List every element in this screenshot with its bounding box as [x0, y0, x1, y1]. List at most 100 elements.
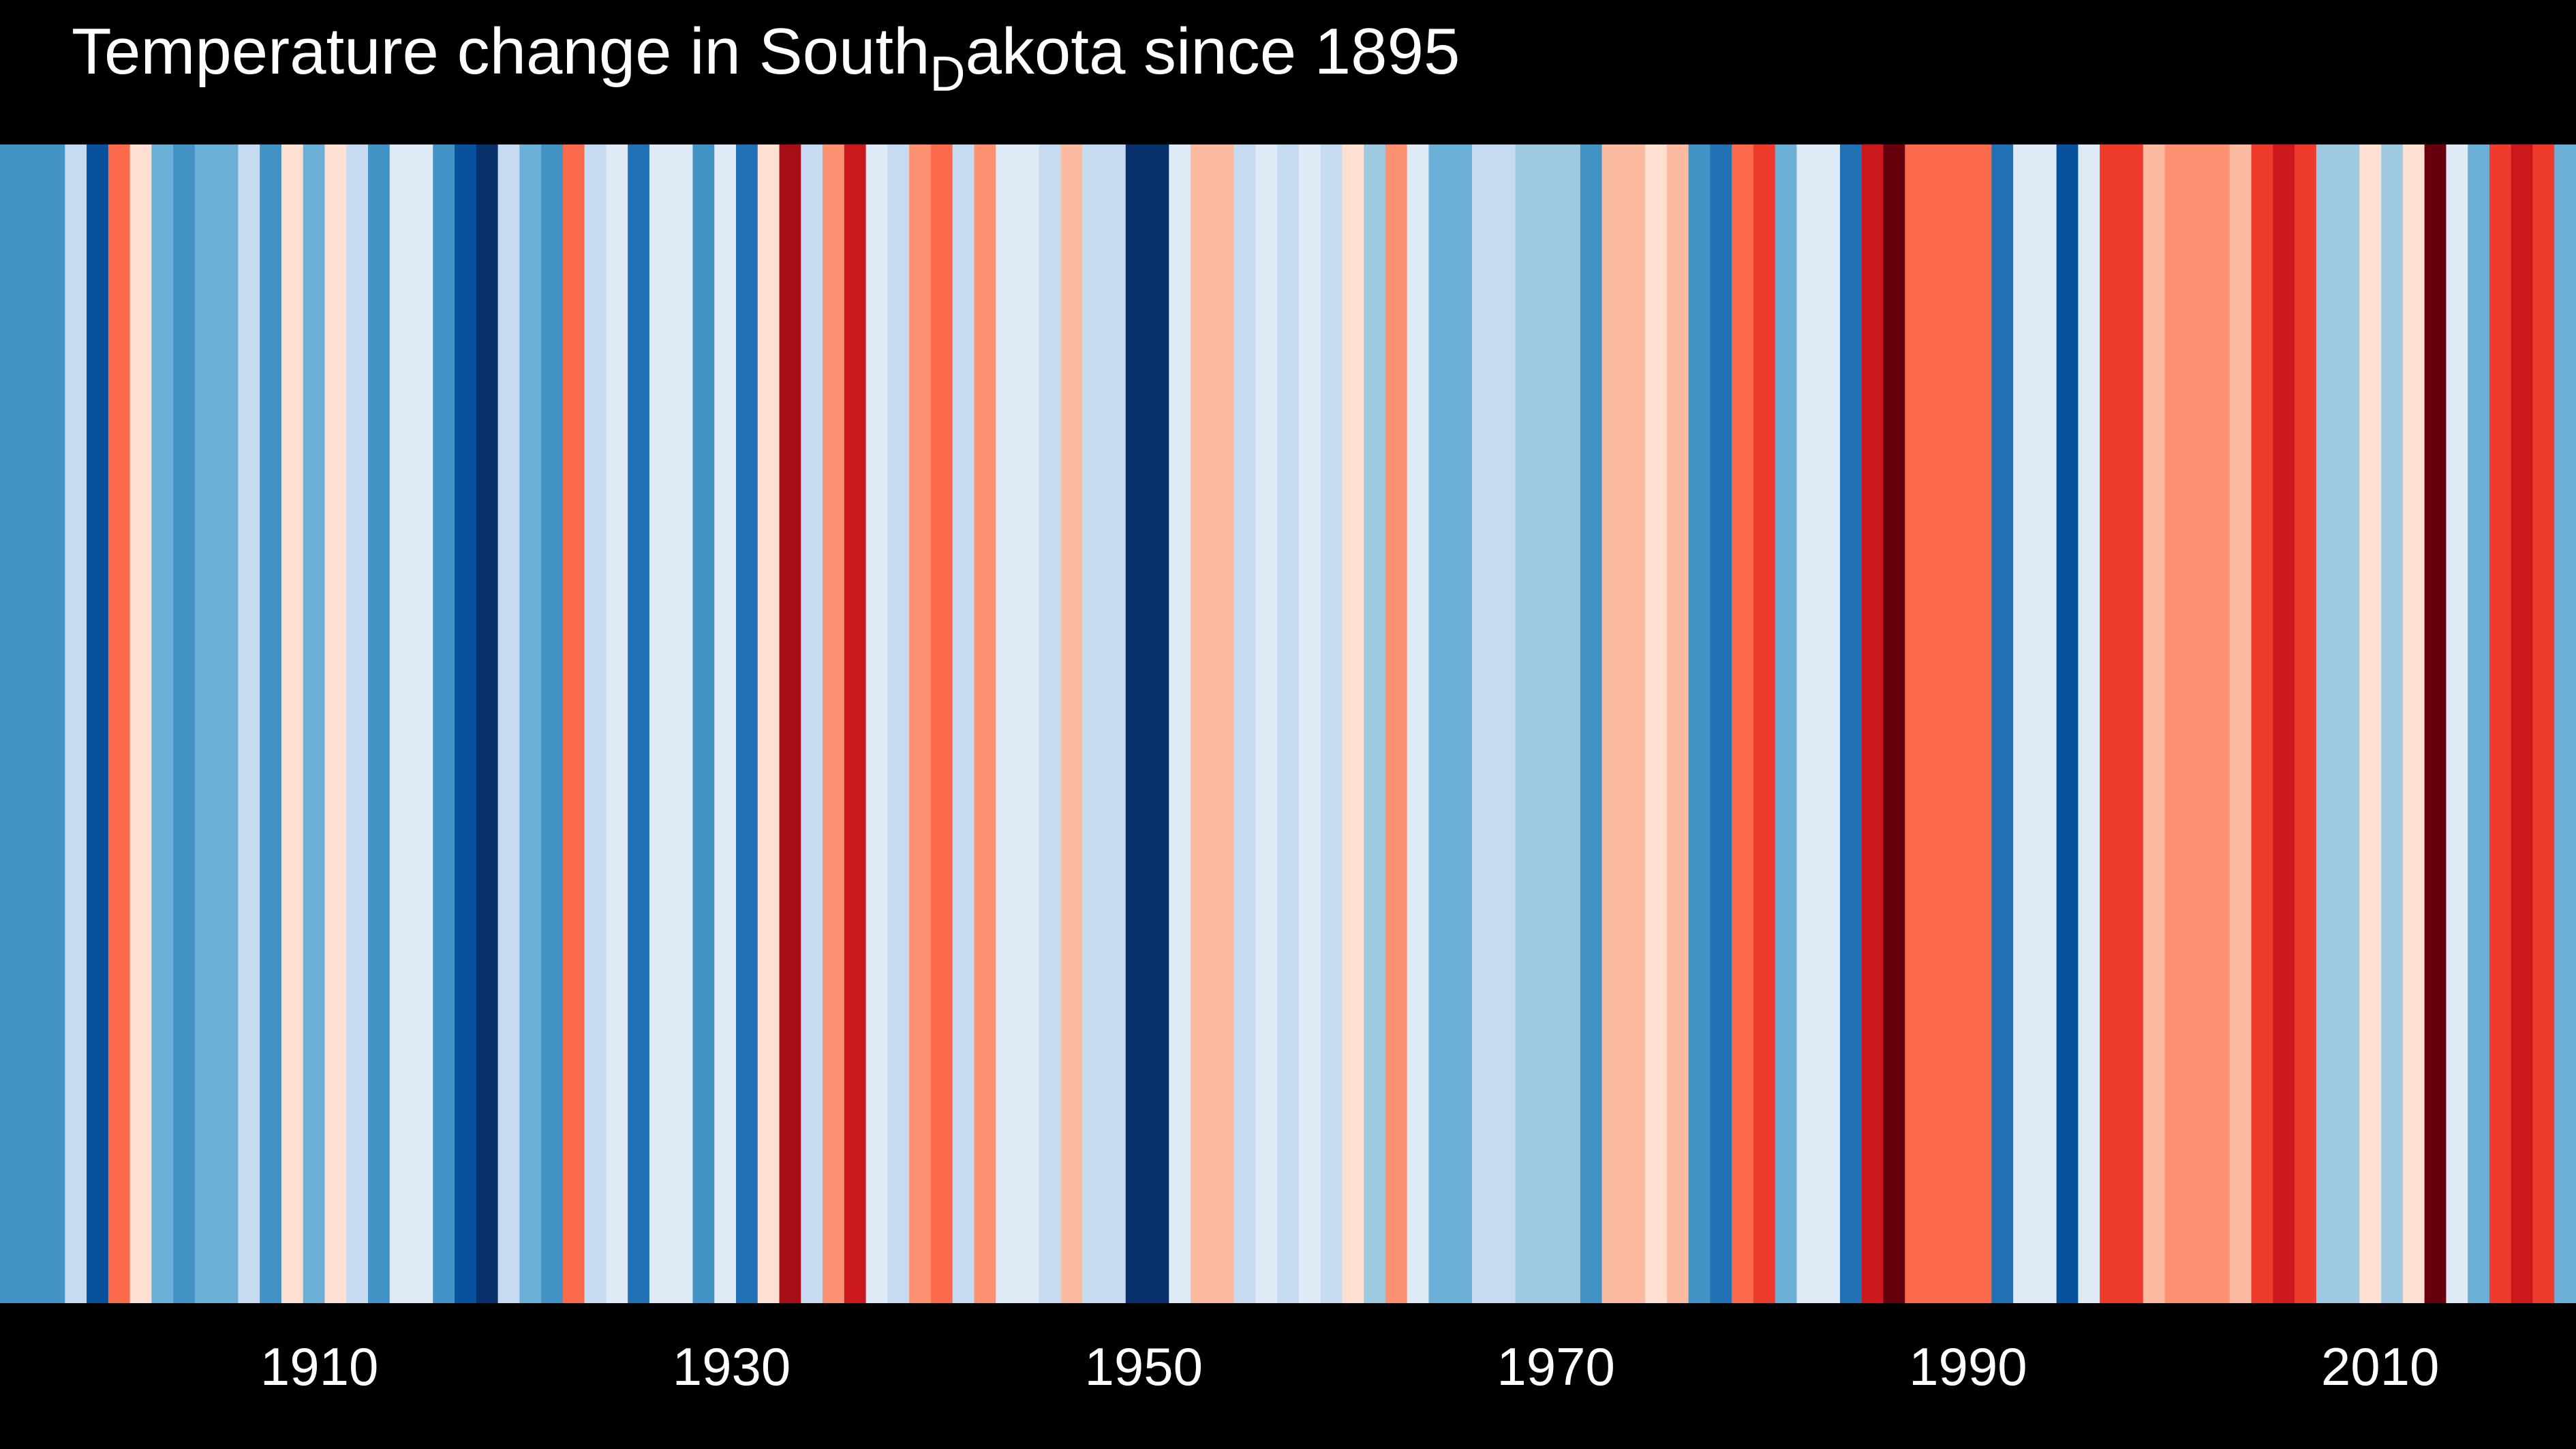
stripe-1895	[0, 144, 22, 1303]
stripe-1984	[1927, 144, 1949, 1303]
stripe-1972	[1666, 144, 1689, 1303]
stripe-1990	[2056, 144, 2079, 1303]
x-axis: 1910 1930 1950 1970 1990 2010	[0, 1303, 2576, 1449]
stripe-1999	[2251, 144, 2273, 1303]
stripe-2010	[2489, 144, 2512, 1303]
stripe-1980	[1840, 144, 1862, 1303]
stripe-1903	[173, 144, 196, 1303]
stripe-2008	[2446, 144, 2468, 1303]
stripe-1977	[1775, 144, 1798, 1303]
stripe-1970	[1623, 144, 1646, 1303]
stripe-2004	[2359, 144, 2382, 1303]
stripe-1920	[541, 144, 564, 1303]
stripe-1926	[671, 144, 694, 1303]
stripe-2001	[2295, 144, 2317, 1303]
stripe-2002	[2316, 144, 2339, 1303]
stripe-1937	[909, 144, 932, 1303]
stripe-1953	[1255, 144, 1278, 1303]
stripe-1961	[1428, 144, 1451, 1303]
stripe-1985	[1948, 144, 1971, 1303]
stripe-1983	[1905, 144, 1927, 1303]
stripe-1979	[1818, 144, 1841, 1303]
stripe-1996	[2186, 144, 2209, 1303]
stripe-1930	[757, 144, 780, 1303]
stripe-2003	[2337, 144, 2360, 1303]
stripe-1936	[887, 144, 910, 1303]
stripe-1988	[2013, 144, 2036, 1303]
stripe-1998	[2229, 144, 2252, 1303]
stripe-1955	[1298, 144, 1321, 1303]
stripe-1991	[2078, 144, 2100, 1303]
stripe-1969	[1601, 144, 1624, 1303]
stripe-1947	[1125, 144, 1148, 1303]
stripe-2013	[2554, 144, 2576, 1303]
stripe-1951	[1212, 144, 1235, 1303]
stripe-1967	[1559, 144, 1581, 1303]
stripe-1975	[1732, 144, 1754, 1303]
stripe-1918	[497, 144, 520, 1303]
stripe-1929	[736, 144, 758, 1303]
stripe-1950	[1191, 144, 1213, 1303]
stripe-1911	[346, 144, 369, 1303]
stripe-1997	[2208, 144, 2230, 1303]
stripe-1940	[974, 144, 996, 1303]
stripe-1899	[87, 144, 109, 1303]
stripe-1995	[2164, 144, 2187, 1303]
stripe-1994	[2143, 144, 2166, 1303]
stripe-1963	[1472, 144, 1494, 1303]
stripe-1954	[1277, 144, 1300, 1303]
stripe-1989	[2034, 144, 2057, 1303]
stripe-1923	[606, 144, 628, 1303]
chart-title-text-after: akota since 1895	[965, 15, 1460, 88]
chart-title-text-before: Temperature change in South	[72, 15, 930, 88]
stripe-1949	[1169, 144, 1191, 1303]
stripe-1919	[519, 144, 542, 1303]
stripe-1908	[281, 144, 304, 1303]
stripes-plot-area	[0, 144, 2576, 1303]
chart-title-subscript: D	[930, 47, 966, 102]
stripe-1974	[1710, 144, 1732, 1303]
x-tick-label-2010: 2010	[2320, 1337, 2440, 1397]
stripe-1906	[238, 144, 260, 1303]
stripe-1928	[714, 144, 737, 1303]
stripe-1924	[628, 144, 650, 1303]
stripe-1960	[1407, 144, 1430, 1303]
stripe-1992	[2100, 144, 2122, 1303]
stripe-1925	[649, 144, 672, 1303]
stripe-1900	[108, 144, 131, 1303]
stripe-1904	[194, 144, 217, 1303]
x-tick-label-1910: 1910	[260, 1337, 379, 1397]
x-tick-label-1990: 1990	[1909, 1337, 2027, 1397]
stripe-1959	[1385, 144, 1408, 1303]
stripe-1987	[1991, 144, 2014, 1303]
stripe-1898	[65, 144, 87, 1303]
stripe-1913	[389, 144, 412, 1303]
stripe-1942	[1017, 144, 1040, 1303]
stripe-1921	[562, 144, 585, 1303]
stripe-1981	[1861, 144, 1884, 1303]
stripe-1916	[455, 144, 477, 1303]
stripe-1993	[2121, 144, 2144, 1303]
stripe-2011	[2511, 144, 2534, 1303]
stripe-1982	[1883, 144, 1905, 1303]
stripe-1932	[801, 144, 823, 1303]
stripe-1897	[43, 144, 65, 1303]
x-tick-label-1970: 1970	[1497, 1337, 1615, 1397]
stripe-1964	[1493, 144, 1516, 1303]
stripe-1978	[1796, 144, 1819, 1303]
stripe-1902	[151, 144, 174, 1303]
stripe-1958	[1364, 144, 1386, 1303]
stripe-1910	[324, 144, 347, 1303]
stripe-2005	[2381, 144, 2404, 1303]
stripe-1956	[1320, 144, 1343, 1303]
stripe-1912	[368, 144, 390, 1303]
stripe-2012	[2532, 144, 2555, 1303]
stripe-1986	[1969, 144, 1992, 1303]
x-tick-label-1950: 1950	[1084, 1337, 1203, 1397]
stripe-1927	[692, 144, 715, 1303]
stripe-1917	[476, 144, 499, 1303]
x-tick-label-1930: 1930	[672, 1337, 791, 1397]
stripe-1915	[433, 144, 455, 1303]
stripe-1968	[1580, 144, 1603, 1303]
